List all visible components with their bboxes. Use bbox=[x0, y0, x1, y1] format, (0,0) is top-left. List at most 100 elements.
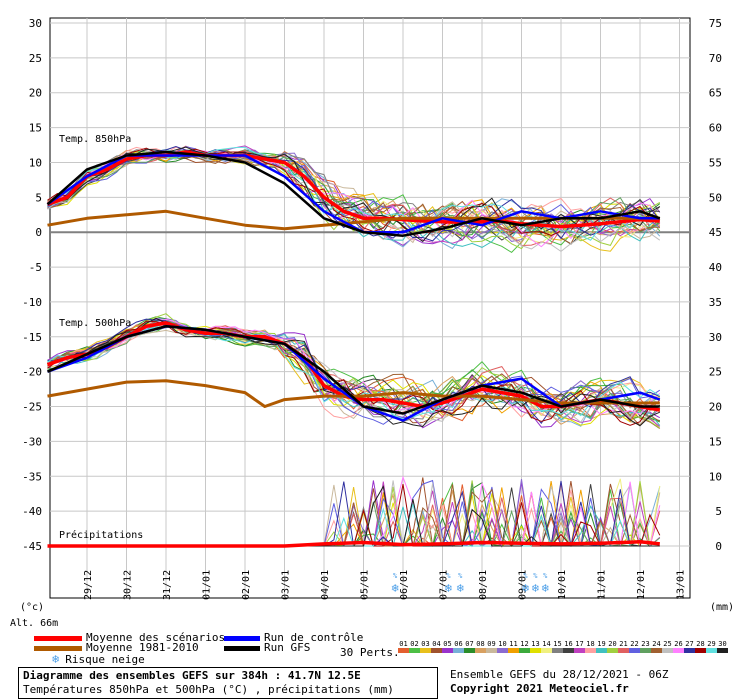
pert-color-swatch bbox=[706, 648, 717, 653]
snowflake-icon: ❄ bbox=[445, 581, 452, 595]
x-tick-label: 05/01 bbox=[360, 570, 371, 600]
snowflake-icon: ❄ bbox=[391, 581, 398, 595]
pert-color-swatch bbox=[618, 648, 629, 653]
y-left-tick-label: 15 bbox=[29, 122, 42, 135]
legend-label-snow: Risque neige bbox=[65, 653, 145, 666]
x-tick-label: 02/01 bbox=[241, 570, 252, 600]
pert-number: 03 bbox=[421, 640, 430, 648]
pert-color-swatch bbox=[684, 648, 695, 653]
pert-color-swatch bbox=[673, 648, 684, 653]
y-left-tick-label: 20 bbox=[29, 87, 42, 100]
perturbation-line bbox=[47, 329, 661, 426]
pert-number: 22 bbox=[630, 640, 639, 648]
series-line-precip-8 bbox=[47, 540, 660, 548]
main-series-lines bbox=[46, 150, 661, 548]
y-left-tick-label: -5 bbox=[29, 261, 42, 274]
x-tick-label: 13/01 bbox=[676, 570, 687, 600]
x-tick-label: 06/01 bbox=[399, 570, 410, 600]
y-right-tick-label: 50 bbox=[709, 191, 722, 204]
pert-color-swatch bbox=[486, 648, 497, 653]
pert-color-swatch bbox=[409, 648, 420, 653]
snow-risk-markers: ❄%❄%❄%❄%❄%❄% bbox=[391, 572, 548, 595]
y-left-tick-label: -25 bbox=[22, 401, 42, 414]
snowflake-icon: ❄ bbox=[542, 581, 549, 595]
snow-pct-label: % bbox=[393, 572, 398, 580]
pert-color-swatch bbox=[563, 648, 574, 653]
y-right-tick-label: 45 bbox=[709, 226, 722, 239]
x-tick-label: 29/12 bbox=[83, 570, 94, 600]
y-left-tick-label: -15 bbox=[22, 331, 42, 344]
pert-number: 09 bbox=[487, 640, 496, 648]
x-tick-label: 08/01 bbox=[478, 570, 489, 600]
pert-color-swatch bbox=[442, 648, 453, 653]
pert-color-swatch bbox=[717, 648, 728, 653]
pert-color-swatch bbox=[651, 648, 662, 653]
y-left-tick-label: -30 bbox=[22, 435, 42, 448]
y-left-tick-label: -40 bbox=[22, 505, 42, 518]
y-left-unit: (°c) bbox=[20, 602, 44, 613]
y-right-tick-label: 75 bbox=[709, 17, 722, 30]
pert-color-swatch bbox=[530, 648, 541, 653]
panel-label-t850: Temp. 850hPa bbox=[59, 134, 131, 145]
legend-swatch-gfs bbox=[224, 645, 260, 651]
pert-color-swatch bbox=[662, 648, 673, 653]
pert-number: 12 bbox=[520, 640, 529, 648]
pert-color-swatch bbox=[508, 648, 519, 653]
y-right-tick-label: 40 bbox=[709, 261, 722, 274]
x-tick-label: 10/01 bbox=[557, 570, 568, 600]
pert-number: 30 bbox=[718, 640, 727, 648]
panel-label-precip: Précipitations bbox=[59, 529, 143, 541]
series-line-t500-7 bbox=[46, 325, 660, 415]
legend-item-snow: ❄ Risque neige bbox=[52, 653, 145, 666]
pert-number: 13 bbox=[531, 640, 540, 648]
series-line-t850-3 bbox=[46, 150, 661, 237]
pert-color-swatch bbox=[640, 648, 651, 653]
footer-run-box: Ensemble GEFS du 28/12/2021 - 06Z Copyri… bbox=[446, 667, 728, 697]
pert-number: 25 bbox=[663, 640, 672, 648]
legend-item-climate: Moyenne 1981-2010 bbox=[34, 642, 199, 654]
pert-color-swatch bbox=[420, 648, 431, 653]
pert-number: 27 bbox=[685, 640, 694, 648]
y-right-tick-label: 25 bbox=[709, 366, 722, 379]
pert-number: 16 bbox=[564, 640, 573, 648]
y-right-tick-label: 65 bbox=[709, 87, 722, 100]
y-right-tick-label: 15 bbox=[709, 435, 722, 448]
pert-color-swatch bbox=[585, 648, 596, 653]
snowflake-icon: ❄ bbox=[532, 581, 539, 595]
perturbation-color-key: 01 02 03 04 05 06 07 08 09 10 11 12 13 14 15 16 17 18 19 20… bbox=[398, 640, 728, 653]
pert-color-swatch bbox=[497, 648, 508, 653]
pert-number: 26 bbox=[674, 640, 683, 648]
pert-number: 17 bbox=[575, 640, 584, 648]
y-right-tick-label: 0 bbox=[715, 540, 722, 553]
legend-swatch-control bbox=[224, 635, 260, 641]
y-left-tick-label: -45 bbox=[22, 540, 42, 553]
pert-color-swatch bbox=[475, 648, 486, 653]
snowflake-icon: ❄ bbox=[52, 652, 60, 666]
legend-item-gfs: Run GFS bbox=[224, 642, 310, 654]
altitude-label: Alt. 66m bbox=[10, 618, 58, 629]
snow-pct-label: % bbox=[446, 572, 451, 580]
perturbation-line bbox=[47, 317, 660, 428]
legend-label-mean: Moyenne des scénarios bbox=[86, 631, 226, 644]
legend-swatch-mean bbox=[34, 635, 82, 641]
y-right-tick-label: 60 bbox=[709, 122, 722, 135]
y-right-tick-label: 70 bbox=[709, 52, 722, 65]
pert-color-swatch bbox=[431, 648, 442, 653]
pert-number: 10 bbox=[498, 640, 507, 648]
pert-number: 28 bbox=[696, 640, 705, 648]
pert-number: 29 bbox=[707, 640, 716, 648]
legend-label-climate: Moyenne 1981-2010 bbox=[86, 641, 199, 654]
pert-number: 20 bbox=[608, 640, 617, 648]
pert-number: 21 bbox=[619, 640, 628, 648]
pert-color-swatch bbox=[398, 648, 409, 653]
pert-number: 06 bbox=[454, 640, 463, 648]
footer-subtitle: Températures 850hPa et 500hPa (°C) , pré… bbox=[23, 683, 394, 696]
y-right-unit: (mm) bbox=[710, 602, 734, 613]
x-tick-label: 11/01 bbox=[597, 570, 608, 600]
x-tick-label: 07/01 bbox=[439, 570, 450, 600]
snowflake-icon: ❄ bbox=[522, 581, 529, 595]
footer-copyright: Copyright 2021 Meteociel.fr bbox=[450, 682, 629, 695]
pert-number: 07 bbox=[465, 640, 474, 648]
